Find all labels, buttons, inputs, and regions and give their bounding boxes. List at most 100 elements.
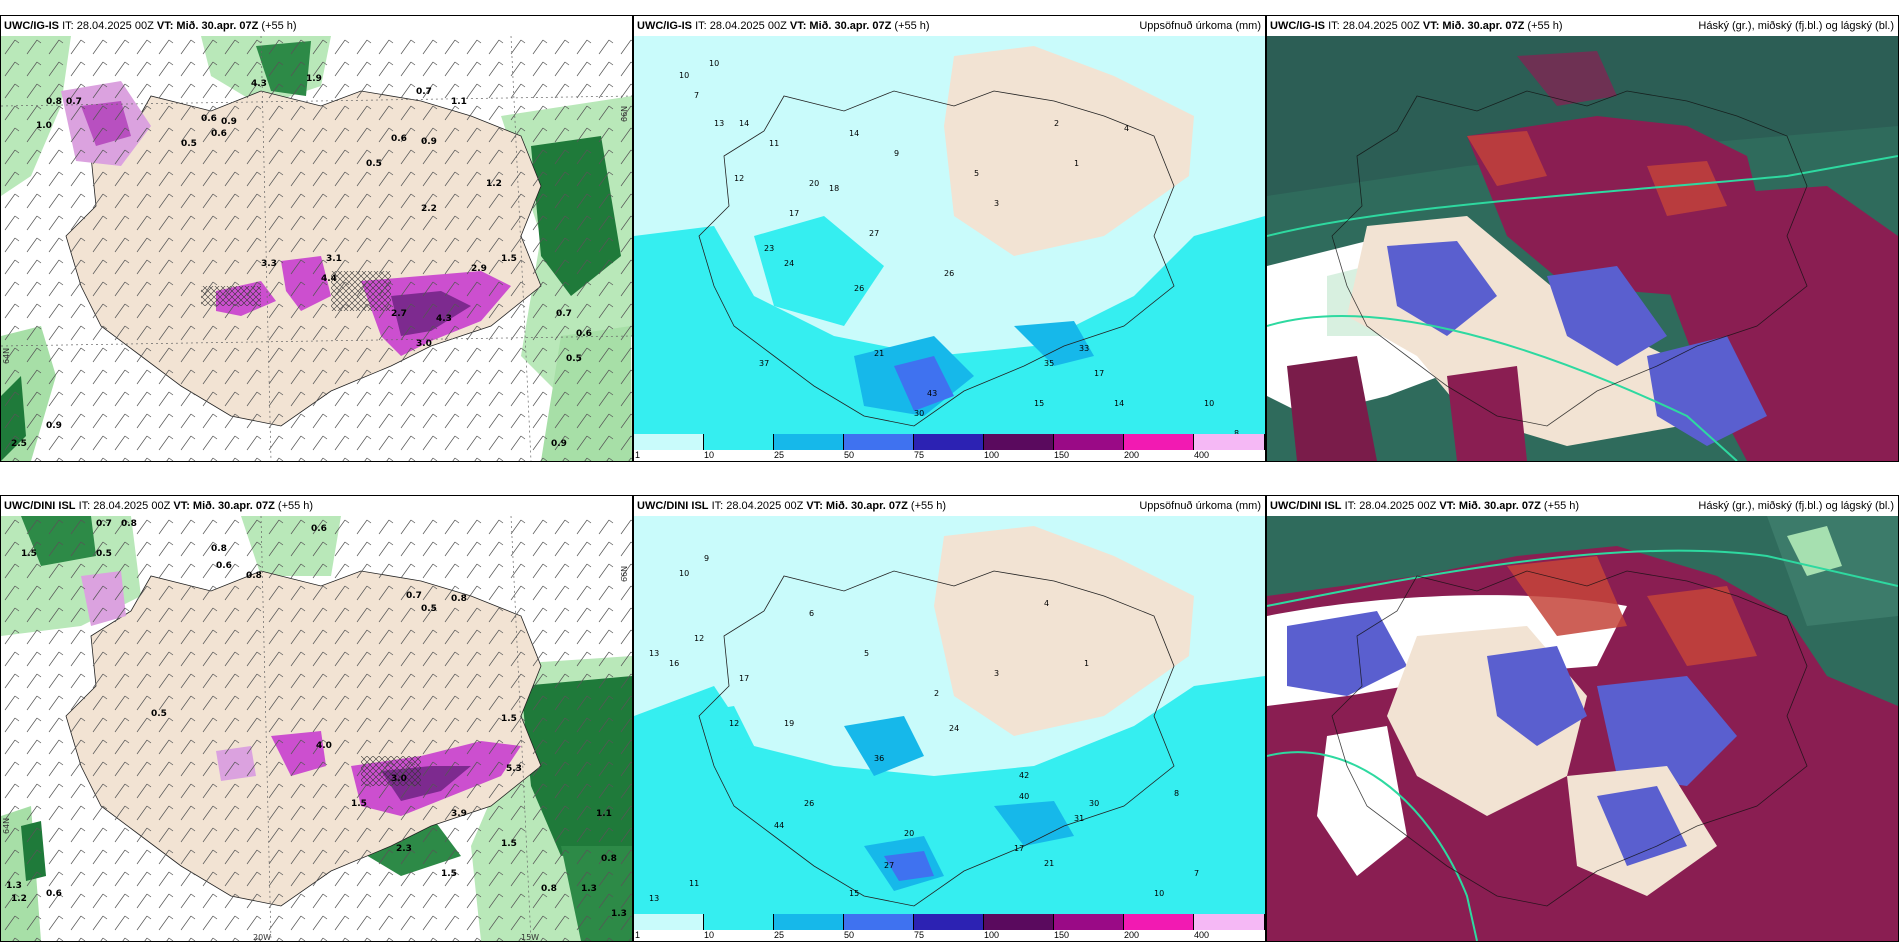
lead-time: (+55 h)	[1527, 20, 1563, 32]
accum-label: 17	[789, 209, 799, 218]
iceland-coast	[1331, 570, 1808, 907]
accum-label: 14	[739, 119, 749, 128]
init-time: IT: 28.04.2025 00Z	[1328, 20, 1420, 32]
accum-label: 23	[764, 244, 774, 253]
lead-time: (+55 h)	[1543, 500, 1580, 512]
lat-label-66n: 66N	[620, 566, 629, 582]
precip-label: 5.3	[506, 764, 522, 774]
precip-label: 4.0	[316, 741, 332, 751]
valid-label: VT:	[156, 20, 174, 32]
precip-label: 0.5	[366, 159, 382, 169]
accum-label: 19	[784, 719, 794, 728]
lead-time: (+55 h)	[910, 500, 947, 512]
accum-label: 10	[679, 569, 689, 578]
precip-wind-panel-bottom: UWC/DINI ISL IT: 28.04.2025 00Z VT: Mið.…	[0, 495, 633, 942]
precip-label: 0.8	[211, 544, 227, 554]
precip-label: 3.9	[451, 809, 467, 819]
accum-label: 14	[849, 129, 859, 138]
model-name: UWC/IG-IS	[1270, 20, 1325, 32]
accum-label: 17	[739, 674, 749, 683]
precip-label: 3.1	[326, 254, 342, 264]
accum-label: 11	[769, 139, 779, 148]
precip-label: 0.7	[556, 309, 572, 319]
accum-precip-map: 10 9 13 12 16 12 17 19 44 26 36 42 40 24…	[634, 516, 1265, 916]
precip-label: 1.0	[36, 121, 52, 131]
colorbar-tick: 50	[844, 930, 855, 940]
colorbar-tick: 200	[1124, 930, 1140, 940]
accum-label: 42	[1019, 771, 1029, 780]
colorbar-tick: 1	[635, 450, 641, 460]
precip-wind-map: 0.7 0.8 0.6 1.5 0.5 0.8 0.6 0.8 0.7 0.5 …	[1, 516, 632, 941]
accum-label: 9	[894, 149, 899, 158]
precip-label: 0.5	[566, 354, 582, 364]
precip-label: 4.3	[251, 79, 267, 89]
precip-label: 0.8	[46, 97, 62, 107]
colorbar-tick: 10	[704, 930, 715, 940]
accum-label: 17	[1014, 844, 1024, 853]
colorbar: 1 10 25 50 75 100 150 200 400	[634, 434, 1265, 460]
accum-label: 8	[1174, 789, 1179, 798]
precip-label: 1.5	[501, 839, 517, 849]
precip-label: 0.7	[406, 591, 422, 601]
precip-label: 0.6	[201, 114, 217, 124]
accum-label: 10	[1154, 889, 1164, 898]
accum-label: 11	[689, 879, 699, 888]
accum-label: 6	[809, 609, 814, 618]
cloud-cover-panel-top: UWC/IG-IS IT: 28.04.2025 00Z VT: Mið. 30…	[1266, 15, 1899, 462]
precip-label: 0.8	[246, 571, 262, 581]
colorbar-tick: 50	[844, 450, 855, 460]
colorbar-tick: 400	[1194, 930, 1210, 940]
valid-time: Mið. 30.apr. 07Z	[192, 500, 275, 512]
accum-label: 14	[1114, 399, 1124, 408]
precip-label: 0.8	[451, 594, 467, 604]
precip-label: 1.9	[306, 74, 322, 84]
accum-label: 18	[829, 184, 839, 193]
init-time: IT: 28.04.2025 00Z	[1344, 500, 1437, 512]
accum-label: 20	[904, 829, 914, 838]
accum-label: 13	[649, 649, 659, 658]
precip-label: 3.0	[416, 339, 432, 349]
colorbar-tick: 25	[774, 930, 785, 940]
cloud-cover-map	[1267, 36, 1898, 461]
accum-precip-map: 10 7 10 13 14 11 12 17 23 24 20 26 37 43…	[634, 36, 1265, 436]
colorbar-segment	[774, 434, 844, 450]
precip-label: 0.6	[576, 329, 592, 339]
accum-precip-panel-bottom: UWC/DINI ISL IT: 28.04.2025 00Z VT: Mið.…	[633, 495, 1266, 942]
model-name: UWC/DINI ISL	[1270, 500, 1342, 512]
accum-label: 1	[1074, 159, 1079, 168]
valid-label: VT:	[789, 20, 807, 32]
precip-label: 0.7	[416, 87, 432, 97]
precip-label: 1.3	[581, 884, 597, 894]
precip-label: 0.6	[391, 134, 407, 144]
colorbar-tick: 1	[635, 930, 641, 940]
accum-label: 1	[1084, 659, 1089, 668]
precip-label: 1.5	[351, 799, 367, 809]
colorbar-segment	[1054, 434, 1124, 450]
precip-label: 1.5	[501, 254, 517, 264]
precip-label: 0.7	[96, 519, 112, 529]
accum-label: 36	[874, 754, 884, 763]
accum-label: 24	[784, 259, 794, 268]
colorbar-segment	[704, 434, 774, 450]
model-name: UWC/DINI ISL	[637, 500, 709, 512]
precip-label: 1.2	[486, 179, 502, 189]
accum-label: 24	[949, 724, 959, 733]
accum-label: 26	[804, 799, 814, 808]
valid-time: Mið. 30.apr. 07Z	[176, 20, 259, 32]
model-name: UWC/IG-IS	[637, 20, 692, 32]
accum-label: 35	[1044, 359, 1054, 368]
accum-label: 40	[1019, 792, 1029, 801]
valid-label: VT:	[1422, 20, 1440, 32]
valid-time: Mið. 30.apr. 07Z	[1458, 500, 1541, 512]
accum-label: 26	[944, 269, 954, 278]
precip-label: 0.6	[216, 561, 232, 571]
precip-label: 2.3	[396, 844, 412, 854]
iceland-coast	[698, 570, 1175, 907]
precip-label: 1.3	[611, 909, 627, 919]
colorbar-segment	[844, 434, 914, 450]
accum-label: 4	[1044, 599, 1049, 608]
precip-label: 2.9	[471, 264, 487, 274]
precip-label: 0.9	[221, 117, 237, 127]
precip-wind-panel-top: UWC/IG-IS IT: 28.04.2025 00Z VT: Mið. 30…	[0, 15, 633, 462]
model-name: UWC/IG-IS	[4, 20, 59, 32]
